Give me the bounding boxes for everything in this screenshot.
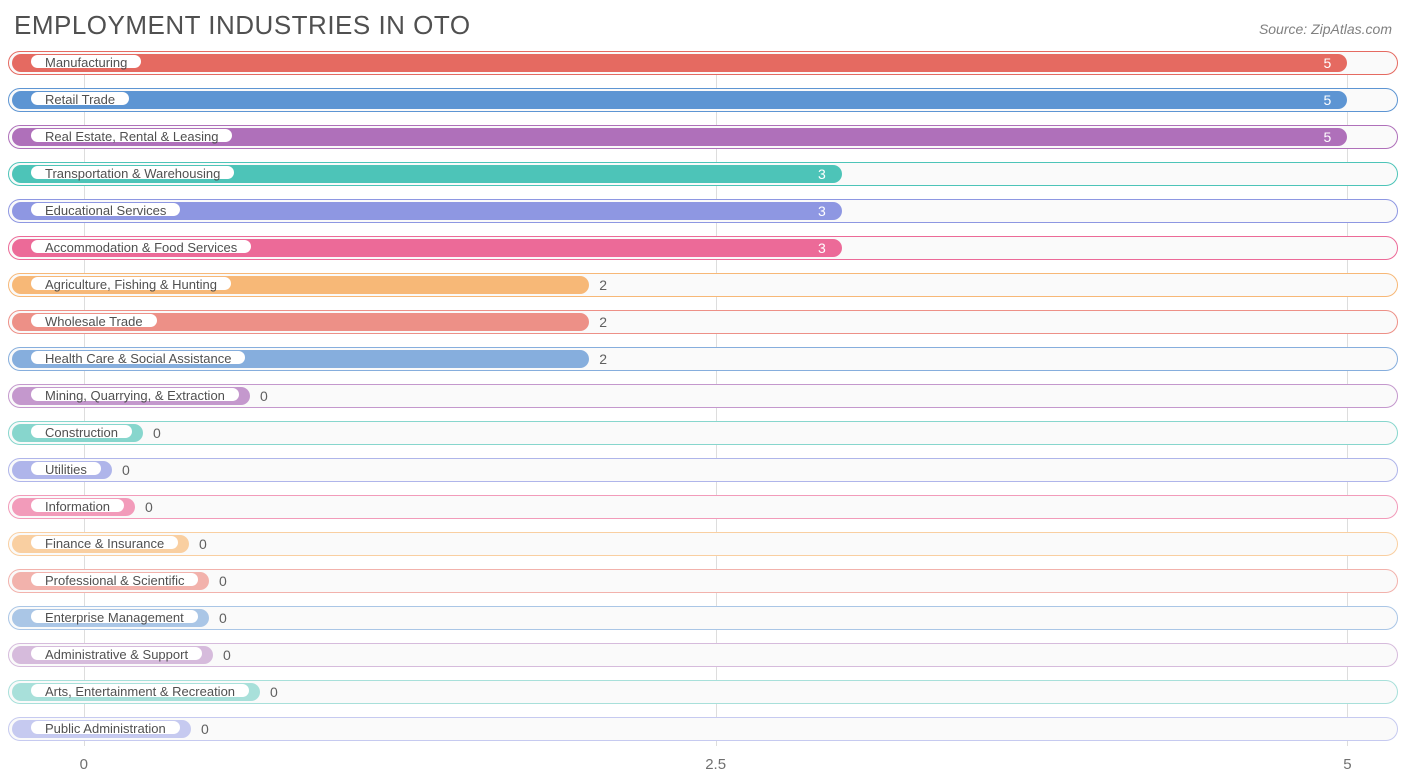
bar-label: Administrative & Support bbox=[30, 646, 203, 661]
bar-row: Professional & Scientific 0 bbox=[8, 569, 1398, 601]
bar-fill bbox=[12, 54, 1347, 72]
bar-track bbox=[8, 532, 1398, 556]
bar-label: Manufacturing bbox=[30, 54, 142, 69]
bar-row: Public Administration 0 bbox=[8, 717, 1398, 749]
bar-label: Transportation & Warehousing bbox=[30, 165, 235, 180]
chart-area: Manufacturing5Retail Trade5Real Estate, … bbox=[8, 51, 1398, 782]
bar-label: Utilities bbox=[30, 461, 102, 476]
bar-row: Information 0 bbox=[8, 495, 1398, 527]
bar-row: Wholesale Trade 2 bbox=[8, 310, 1398, 342]
bar-track bbox=[8, 458, 1398, 482]
bar-fill bbox=[12, 91, 1347, 109]
bars-container: Manufacturing5Retail Trade5Real Estate, … bbox=[8, 51, 1398, 749]
bar-row: Mining, Quarrying, & Extraction 0 bbox=[8, 384, 1398, 416]
bar-label: Public Administration bbox=[30, 720, 181, 735]
bar-value: 2 bbox=[589, 347, 607, 371]
x-tick-label: 2.5 bbox=[705, 756, 726, 773]
bar-value: 0 bbox=[189, 532, 207, 556]
bar-value: 2 bbox=[589, 273, 607, 297]
bar-label: Educational Services bbox=[30, 202, 181, 217]
bar-row: Agriculture, Fishing & Hunting 2 bbox=[8, 273, 1398, 305]
bar-label: Real Estate, Rental & Leasing bbox=[30, 128, 233, 143]
bar-value: 0 bbox=[112, 458, 130, 482]
bar-value: 5 bbox=[1323, 51, 1345, 75]
x-tick-label: 5 bbox=[1343, 756, 1351, 773]
bar-label: Construction bbox=[30, 424, 133, 439]
bar-value: 0 bbox=[213, 643, 231, 667]
bar-value: 2 bbox=[589, 310, 607, 334]
bar-value: 0 bbox=[209, 606, 227, 630]
bar-label: Arts, Entertainment & Recreation bbox=[30, 683, 250, 698]
bar-value: 0 bbox=[191, 717, 209, 741]
bar-label: Professional & Scientific bbox=[30, 572, 199, 587]
bar-row: Manufacturing 5 bbox=[8, 51, 1398, 83]
bar-value: 5 bbox=[1323, 88, 1345, 112]
bar-value: 3 bbox=[818, 199, 840, 223]
bar-track bbox=[8, 421, 1398, 445]
x-axis: 02.55 bbox=[8, 754, 1398, 782]
bar-row: Utilities 0 bbox=[8, 458, 1398, 490]
bar-row: Transportation & Warehousing 3 bbox=[8, 162, 1398, 194]
bar-row: Construction 0 bbox=[8, 421, 1398, 453]
bar-row: Finance & Insurance 0 bbox=[8, 532, 1398, 564]
bar-row: Educational Services 3 bbox=[8, 199, 1398, 231]
chart-title: EMPLOYMENT INDUSTRIES IN OTO bbox=[14, 10, 471, 41]
bar-row: Arts, Entertainment & Recreation 0 bbox=[8, 680, 1398, 712]
bar-value: 0 bbox=[135, 495, 153, 519]
bar-value: 3 bbox=[818, 162, 840, 186]
bar-label: Finance & Insurance bbox=[30, 535, 179, 550]
bar-row: Administrative & Support 0 bbox=[8, 643, 1398, 675]
bar-value: 0 bbox=[250, 384, 268, 408]
bar-row: Retail Trade 5 bbox=[8, 88, 1398, 120]
bar-value: 3 bbox=[818, 236, 840, 260]
bar-row: Enterprise Management 0 bbox=[8, 606, 1398, 638]
bar-label: Enterprise Management bbox=[30, 609, 199, 624]
chart-source: Source: ZipAtlas.com bbox=[1259, 21, 1392, 37]
bar-label: Mining, Quarrying, & Extraction bbox=[30, 387, 240, 402]
bar-value: 5 bbox=[1323, 125, 1345, 149]
bar-value: 0 bbox=[143, 421, 161, 445]
bar-row: Health Care & Social Assistance 2 bbox=[8, 347, 1398, 379]
x-tick-label: 0 bbox=[80, 756, 88, 773]
bar-label: Retail Trade bbox=[30, 91, 130, 106]
bar-label: Information bbox=[30, 498, 125, 513]
bar-label: Accommodation & Food Services bbox=[30, 239, 252, 254]
bar-label: Wholesale Trade bbox=[30, 313, 158, 328]
bar-value: 0 bbox=[209, 569, 227, 593]
bar-row: Accommodation & Food Services 3 bbox=[8, 236, 1398, 268]
bar-label: Agriculture, Fishing & Hunting bbox=[30, 276, 232, 291]
bar-track bbox=[8, 495, 1398, 519]
bar-track bbox=[8, 717, 1398, 741]
bar-label: Health Care & Social Assistance bbox=[30, 350, 246, 365]
bar-value: 0 bbox=[260, 680, 278, 704]
bar-row: Real Estate, Rental & Leasing 5 bbox=[8, 125, 1398, 157]
